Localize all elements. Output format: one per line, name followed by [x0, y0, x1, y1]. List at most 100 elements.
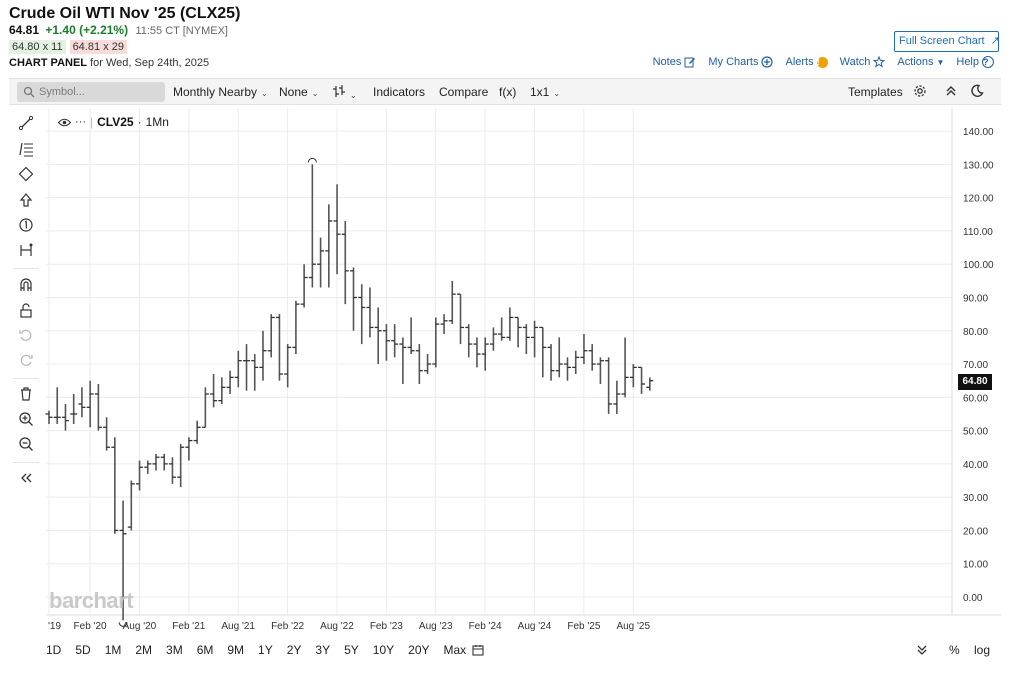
ohlc-bar: [218, 377, 226, 404]
ohlc-bars: [45, 157, 654, 627]
undo-icon[interactable]: [17, 326, 35, 344]
symbol-placeholder: Symbol...: [39, 86, 85, 98]
range-button-2y[interactable]: 2Y: [286, 643, 302, 657]
ohlc-bar: [358, 284, 366, 345]
bid-badge: 64.80 x 11: [9, 40, 66, 54]
help-link[interactable]: Help ?: [956, 56, 994, 68]
ohlc-bar: [531, 320, 539, 358]
templates-button[interactable]: Templates: [848, 85, 903, 99]
my-charts-label: My Charts: [708, 56, 759, 68]
none-dropdown[interactable]: None ⌄: [279, 85, 318, 99]
dark-mode-moon-icon[interactable]: [970, 84, 984, 101]
y-tick-label: 70.00: [963, 360, 988, 371]
actions-menu[interactable]: Actions ▼: [897, 56, 944, 68]
last-price: 64.81: [9, 23, 40, 37]
ohlc-bar: [267, 314, 275, 358]
range-button-9m[interactable]: 9M: [227, 643, 245, 657]
layout-dropdown[interactable]: 1x1 ⌄: [530, 85, 560, 99]
collapse-sidebar-icon[interactable]: [17, 469, 35, 487]
log-toggle[interactable]: log: [974, 643, 991, 657]
range-button-max[interactable]: Max: [443, 643, 467, 657]
y-tick-label: 60.00: [963, 393, 988, 404]
y-tick-label: 40.00: [963, 460, 988, 471]
low-marker: [118, 622, 128, 627]
calendar-icon[interactable]: [472, 644, 484, 659]
ohlc-bar: [136, 460, 144, 491]
collapse-up-icon[interactable]: [945, 84, 957, 101]
range-button-2m[interactable]: 2M: [135, 643, 153, 657]
ohlc-bar: [86, 380, 94, 428]
bar-type-dropdown[interactable]: ⌄: [332, 85, 357, 101]
bid-ask: 64.80 x 11 64.81 x 29: [9, 40, 127, 54]
range-button-1y[interactable]: 1Y: [258, 643, 273, 657]
ohlc-bar: [210, 374, 218, 408]
zoom-in-icon[interactable]: [17, 410, 35, 428]
range-button-5d[interactable]: 5D: [75, 643, 91, 657]
ohlc-bar: [629, 364, 637, 388]
compare-button[interactable]: Compare: [439, 85, 489, 99]
range-button-5y[interactable]: 5Y: [344, 643, 359, 657]
fx-button[interactable]: f(x): [499, 85, 517, 99]
notes-label: Notes: [652, 56, 682, 68]
help-label: Help: [956, 56, 979, 68]
period-dropdown[interactable]: Monthly Nearby ⌄: [173, 85, 268, 99]
expand-down-icon[interactable]: [916, 643, 928, 660]
notes-link[interactable]: Notes: [653, 56, 697, 68]
eye-icon[interactable]: [58, 118, 71, 127]
ohlc-bar: [465, 324, 473, 358]
indicators-button[interactable]: Indicators: [373, 85, 426, 99]
settings-gear-icon[interactable]: [913, 84, 927, 101]
ohlc-bar: [226, 370, 234, 394]
range-button-3y[interactable]: 3Y: [315, 643, 331, 657]
percent-toggle[interactable]: %: [949, 643, 960, 657]
ohlc-bar: [53, 387, 61, 424]
range-button-3m[interactable]: 3M: [166, 643, 183, 657]
full-screen-chart-button[interactable]: Full Screen Chart ↗: [894, 31, 1000, 52]
axes: 0.00 10.00 20.00 30.00 40.00 50.00 60.00 70.00 8…: [46, 108, 1001, 632]
ohlc-bar: [563, 357, 571, 381]
chart-panel-date: CHART PANEL for Wed, Sep 24th, 2025: [9, 57, 209, 69]
y-tick-label: 50.00: [963, 427, 988, 438]
unlock-icon[interactable]: [17, 301, 35, 319]
number-marker-tool-icon[interactable]: [17, 216, 35, 234]
expand-icon: ↗: [990, 35, 1000, 47]
symbol-search-input[interactable]: Symbol...: [17, 82, 165, 102]
trend-line-tool-icon[interactable]: [17, 114, 35, 132]
range-button-1d[interactable]: 1D: [46, 643, 62, 657]
trash-icon[interactable]: [17, 385, 35, 403]
chart-toolbar: Symbol... Monthly Nearby ⌄ None ⌄ ⌄ Indica…: [9, 78, 1001, 105]
magnet-icon[interactable]: [17, 276, 35, 294]
ohlc-bar: [284, 344, 292, 388]
x-tick-label: Aug '20: [123, 621, 157, 632]
measure-tool-icon[interactable]: [17, 241, 35, 259]
shape-tool-icon[interactable]: [17, 165, 35, 183]
none-label: None: [279, 85, 308, 99]
range-button-1m[interactable]: 1M: [104, 643, 122, 657]
range-button-20y[interactable]: 20Y: [408, 643, 430, 657]
fib-tool-icon[interactable]: [17, 140, 35, 158]
range-button-6m[interactable]: 6M: [196, 643, 214, 657]
ohlc-bar: [78, 387, 86, 418]
x-tick-label: Aug '25: [616, 621, 650, 632]
zoom-out-icon[interactable]: [17, 435, 35, 453]
range-button-10y[interactable]: 10Y: [372, 643, 395, 657]
my-charts-link[interactable]: My Charts: [708, 56, 774, 68]
alerts-link[interactable]: Alerts !: [785, 56, 828, 68]
sidebar-divider: [13, 268, 39, 269]
watch-link[interactable]: Watch: [840, 56, 886, 68]
ohlc-bar: [457, 293, 464, 345]
more-options-icon[interactable]: ···: [75, 116, 86, 128]
ask-badge: 64.81 x 29: [69, 40, 127, 54]
arrow-up-tool-icon[interactable]: [17, 191, 35, 209]
ohlc-bar: [613, 380, 621, 414]
redo-icon[interactable]: [17, 351, 35, 369]
ohlc-bar: [424, 354, 432, 375]
chart-legend: ··· | CLV25 · 1Mn: [58, 115, 169, 129]
ohlc-bar: [292, 300, 300, 355]
ohlc-bar: [193, 420, 201, 444]
star-icon: [873, 56, 886, 68]
ohlc-bar: [374, 307, 382, 365]
y-tick-label: 20.00: [963, 526, 988, 537]
ohlc-bar: [448, 280, 456, 325]
